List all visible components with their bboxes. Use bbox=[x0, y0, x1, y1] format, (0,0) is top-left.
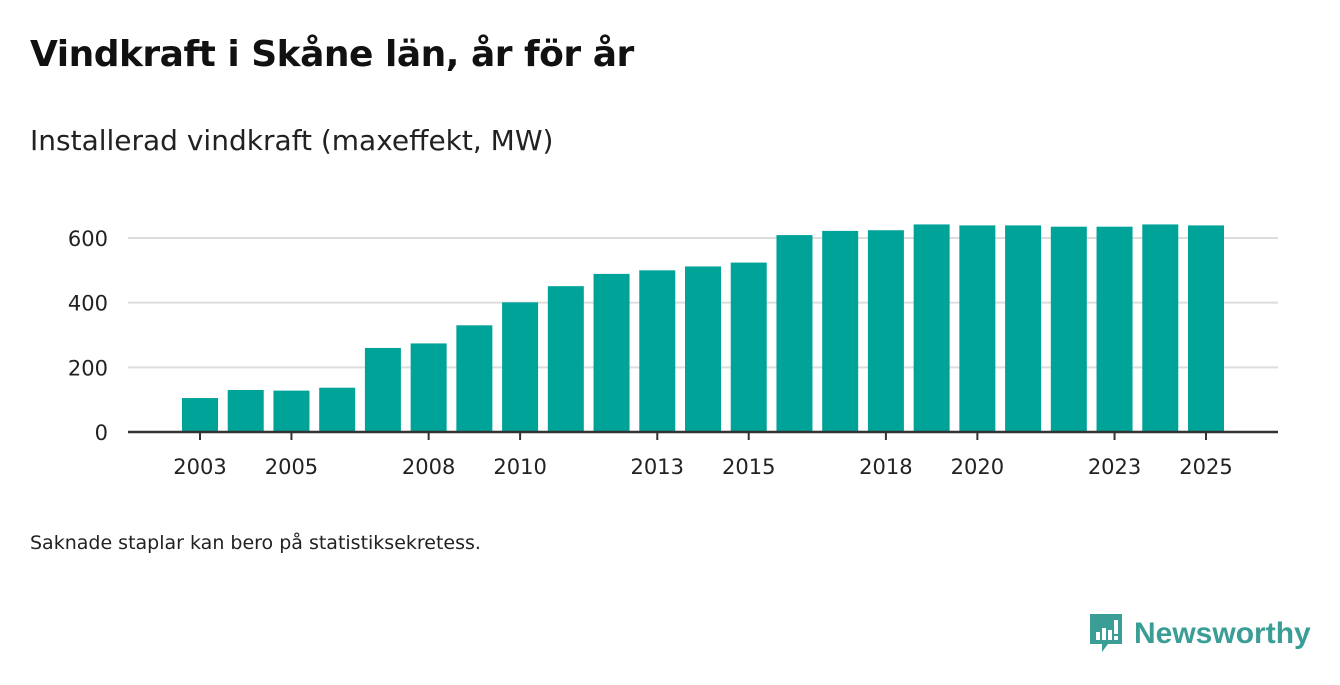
bar-2008 bbox=[410, 343, 447, 432]
x-tick-label: 2020 bbox=[951, 455, 1004, 479]
bar-2015 bbox=[730, 262, 767, 432]
x-tick-label: 2018 bbox=[859, 455, 912, 479]
bar-2011 bbox=[547, 286, 584, 432]
footnote: Saknade staplar kan bero på statistiksek… bbox=[30, 532, 481, 554]
bar-2009 bbox=[456, 325, 493, 432]
y-tick-label: 600 bbox=[68, 227, 108, 251]
bar-2004 bbox=[227, 389, 264, 432]
bar-2003 bbox=[182, 398, 218, 432]
y-tick-label: 0 bbox=[95, 421, 108, 445]
bar-2016 bbox=[776, 235, 813, 432]
bar-2024 bbox=[1142, 224, 1179, 432]
bar-2019 bbox=[913, 224, 950, 432]
x-tick-label: 2008 bbox=[402, 455, 455, 479]
x-tick-label: 2015 bbox=[722, 455, 775, 479]
x-tick-label: 2005 bbox=[265, 455, 318, 479]
x-tick-label: 2023 bbox=[1088, 455, 1141, 479]
bar-2025 bbox=[1188, 225, 1224, 432]
newsworthy-logo[interactable]: Newsworthy bbox=[1088, 612, 1311, 656]
y-tick-label: 200 bbox=[68, 356, 108, 380]
bar-2014 bbox=[685, 266, 721, 432]
bar-2017 bbox=[822, 230, 859, 432]
y-tick-label: 400 bbox=[68, 292, 108, 316]
logo-icon bbox=[1090, 614, 1122, 652]
chart-title: Vindkraft i Skåne län, år för år bbox=[30, 34, 634, 75]
bar-2023 bbox=[1096, 226, 1133, 432]
bar-2007 bbox=[364, 347, 401, 432]
x-tick-label: 2025 bbox=[1179, 455, 1232, 479]
x-tick-label: 2010 bbox=[493, 455, 546, 479]
x-tick-label: 2013 bbox=[631, 455, 684, 479]
bar-2020 bbox=[959, 225, 996, 432]
bar-2006 bbox=[319, 387, 356, 432]
bar-2010 bbox=[502, 302, 539, 432]
bar-2021 bbox=[1005, 225, 1042, 432]
bar-2018 bbox=[867, 230, 904, 432]
bar-2022 bbox=[1050, 226, 1087, 432]
x-tick-label: 2003 bbox=[173, 455, 226, 479]
bar-2013 bbox=[639, 270, 676, 432]
chart-subtitle: Installerad vindkraft (maxeffekt, MW) bbox=[30, 124, 554, 157]
logo-text: Newsworthy bbox=[1134, 617, 1311, 650]
bar-2005 bbox=[273, 390, 310, 432]
bar-2012 bbox=[593, 273, 630, 432]
